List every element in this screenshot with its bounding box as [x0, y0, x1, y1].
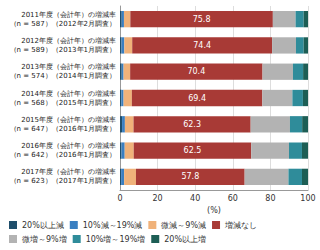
- svg-text:2011年度（会計年）の増減率: 2011年度（会計年）の増減率: [21, 10, 116, 19]
- svg-text:2014年度（会計年）の増減率: 2014年度（会計年）の増減率: [21, 89, 116, 98]
- svg-text:20%以上減: 20%以上減: [22, 221, 64, 230]
- svg-text:20%以上増: 20%以上増: [164, 235, 206, 244]
- svg-text:2013年度（会計年）の増減率: 2013年度（会計年）の増減率: [21, 62, 116, 71]
- svg-text:0: 0: [117, 194, 122, 203]
- svg-text:69.4: 69.4: [188, 94, 206, 103]
- svg-text:（n = 589）（2013年1月調査）: （n = 589）（2013年1月調査）: [10, 46, 116, 54]
- svg-text:80: 80: [265, 194, 275, 203]
- svg-text:2012年度（会計年）の増減率: 2012年度（会計年）の増減率: [21, 36, 116, 45]
- svg-text:（n = 587）（2012年2月調査）: （n = 587）（2012年2月調査）: [10, 20, 116, 28]
- svg-text:57.8: 57.8: [181, 172, 199, 181]
- svg-text:2017年度（会計年）の増減率: 2017年度（会計年）の増減率: [21, 167, 116, 176]
- svg-text:微減～9%減: 微減～9%減: [161, 221, 206, 230]
- svg-text:(%): (%): [207, 206, 221, 215]
- svg-text:微増～9%増: 微増～9%増: [22, 235, 67, 244]
- svg-text:（n = 623）（2017年1月調査）: （n = 623）（2017年1月調査）: [10, 177, 116, 185]
- svg-text:74.4: 74.4: [193, 41, 211, 50]
- svg-text:（n = 574）（2014年1月調査）: （n = 574）（2014年1月調査）: [10, 72, 116, 80]
- svg-text:（n = 568）（2015年1月調査）: （n = 568）（2015年1月調査）: [10, 99, 116, 107]
- svg-text:100: 100: [300, 194, 315, 203]
- svg-text:62.3: 62.3: [183, 120, 201, 129]
- svg-text:60: 60: [228, 194, 238, 203]
- svg-text:75.8: 75.8: [193, 15, 211, 24]
- svg-text:40: 40: [190, 194, 200, 203]
- svg-text:10%増～19%増: 10%増～19%増: [86, 235, 146, 244]
- svg-text:2015年度（会計年）の増減率: 2015年度（会計年）の増減率: [21, 115, 116, 124]
- svg-text:20: 20: [153, 194, 163, 203]
- svg-text:62.5: 62.5: [184, 146, 202, 155]
- svg-text:2016年度（会計年）の増減率: 2016年度（会計年）の増減率: [21, 141, 116, 150]
- svg-text:（n = 647）（2016年1月調査）: （n = 647）（2016年1月調査）: [10, 125, 116, 133]
- svg-text:10%減～19%減: 10%減～19%減: [83, 221, 143, 230]
- svg-text:増減なし: 増減なし: [224, 221, 257, 230]
- svg-text:70.4: 70.4: [187, 67, 205, 76]
- svg-text:（n = 642）（2016年1月調査）: （n = 642）（2016年1月調査）: [10, 151, 116, 159]
